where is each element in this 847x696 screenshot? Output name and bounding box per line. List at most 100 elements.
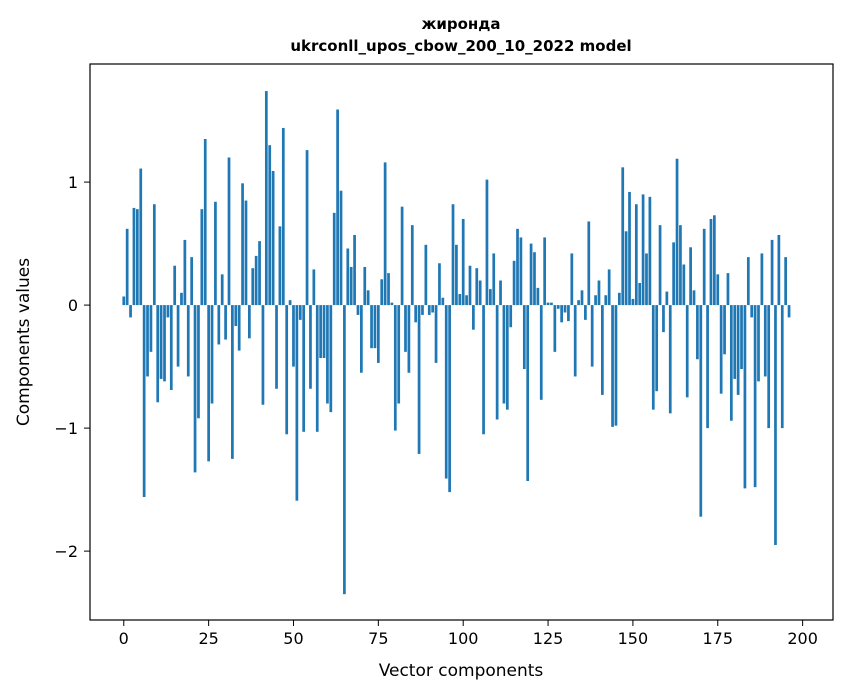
bar-136 (584, 305, 587, 320)
bar-154 (645, 253, 648, 306)
bar-36 (244, 200, 248, 306)
bar-110 (495, 305, 499, 420)
bar-68 (353, 234, 356, 306)
bar-40 (258, 241, 261, 306)
bar-63 (336, 109, 339, 306)
bar-92 (434, 305, 438, 363)
bar-4 (135, 209, 139, 306)
bar-26 (210, 305, 214, 404)
bar-193 (777, 234, 781, 306)
bar-51 (295, 305, 299, 501)
bar-148 (624, 231, 628, 306)
bar-165 (682, 264, 686, 306)
bar-81 (397, 305, 401, 404)
bar-109 (492, 253, 496, 306)
bar-64 (339, 190, 343, 306)
bar-144 (611, 305, 614, 427)
bar-88 (421, 305, 424, 315)
bar-137 (587, 221, 591, 306)
bar-189 (763, 305, 767, 377)
bar-77 (383, 162, 387, 306)
bar-132 (570, 253, 574, 306)
x-tick-label-25: 25 (198, 629, 218, 648)
bar-16 (176, 305, 180, 367)
bar-32 (231, 305, 234, 459)
bar-152 (638, 282, 642, 306)
y-tick-label-1: 1 (68, 173, 78, 192)
bar-53 (302, 305, 306, 432)
bar-8 (149, 305, 153, 352)
bar-85 (410, 225, 414, 306)
bar-12 (163, 305, 166, 382)
bar-10 (156, 305, 160, 403)
bar-145 (614, 305, 618, 426)
bar-67 (349, 266, 353, 306)
bar-102 (468, 265, 472, 306)
bar-83 (404, 305, 407, 352)
bar-86 (414, 305, 418, 323)
bar-108 (488, 289, 492, 306)
bar-55 (309, 305, 312, 389)
bar-41 (261, 305, 265, 405)
y-axis-label: Components values (14, 258, 34, 426)
bar-79 (390, 302, 394, 306)
bar-129 (560, 305, 563, 323)
x-tick-label-175: 175 (702, 629, 733, 648)
bar-24 (203, 139, 207, 306)
bar-179 (729, 305, 733, 421)
y-tick-label--1: −1 (54, 419, 78, 438)
bar-94 (441, 297, 445, 306)
bar-76 (380, 279, 384, 306)
bar-187 (757, 305, 760, 382)
bar-169 (696, 305, 699, 360)
bar-99 (458, 294, 462, 306)
bar-54 (305, 150, 309, 306)
chart-title: жиронда (421, 15, 500, 33)
bar-59 (322, 305, 326, 358)
bar-138 (590, 305, 594, 367)
bar-183 (743, 305, 747, 489)
bar-5 (139, 168, 143, 306)
x-tick-label-100: 100 (448, 629, 479, 648)
bar-62 (332, 212, 336, 306)
bar-125 (546, 302, 550, 306)
bar-122 (536, 287, 540, 306)
bar-44 (271, 171, 275, 306)
bar-194 (780, 305, 784, 429)
bar-190 (767, 305, 771, 429)
bar-143 (607, 269, 611, 306)
bar-103 (472, 305, 475, 330)
bar-146 (617, 292, 621, 306)
bar-147 (621, 167, 625, 306)
bar-141 (601, 305, 604, 395)
bar-11 (159, 305, 163, 379)
bar-87 (417, 305, 421, 454)
bar-123 (539, 305, 543, 400)
bar-2 (129, 305, 132, 318)
bar-173 (709, 218, 713, 306)
bar-35 (241, 183, 244, 306)
bar-149 (628, 191, 631, 306)
bar-50 (292, 305, 295, 367)
bars-group (122, 91, 791, 595)
bar-133 (573, 305, 577, 377)
bar-31 (227, 157, 231, 306)
bar-20 (190, 257, 194, 306)
bar-114 (509, 305, 513, 328)
bar-3 (132, 207, 136, 306)
bar-156 (651, 305, 655, 410)
y-tick-label-0: 0 (68, 296, 78, 315)
bar-71 (363, 266, 367, 306)
bar-27 (214, 201, 217, 306)
chart-subtitle: ukrconll_upos_cbow_200_10_2022 model (290, 37, 631, 55)
bar-49 (288, 300, 292, 306)
bar-191 (770, 239, 774, 306)
bar-150 (631, 298, 635, 306)
bar-39 (254, 255, 258, 306)
bar-159 (662, 305, 665, 333)
bar-89 (424, 244, 428, 306)
bar-91 (431, 305, 435, 313)
bar-177 (723, 305, 726, 355)
